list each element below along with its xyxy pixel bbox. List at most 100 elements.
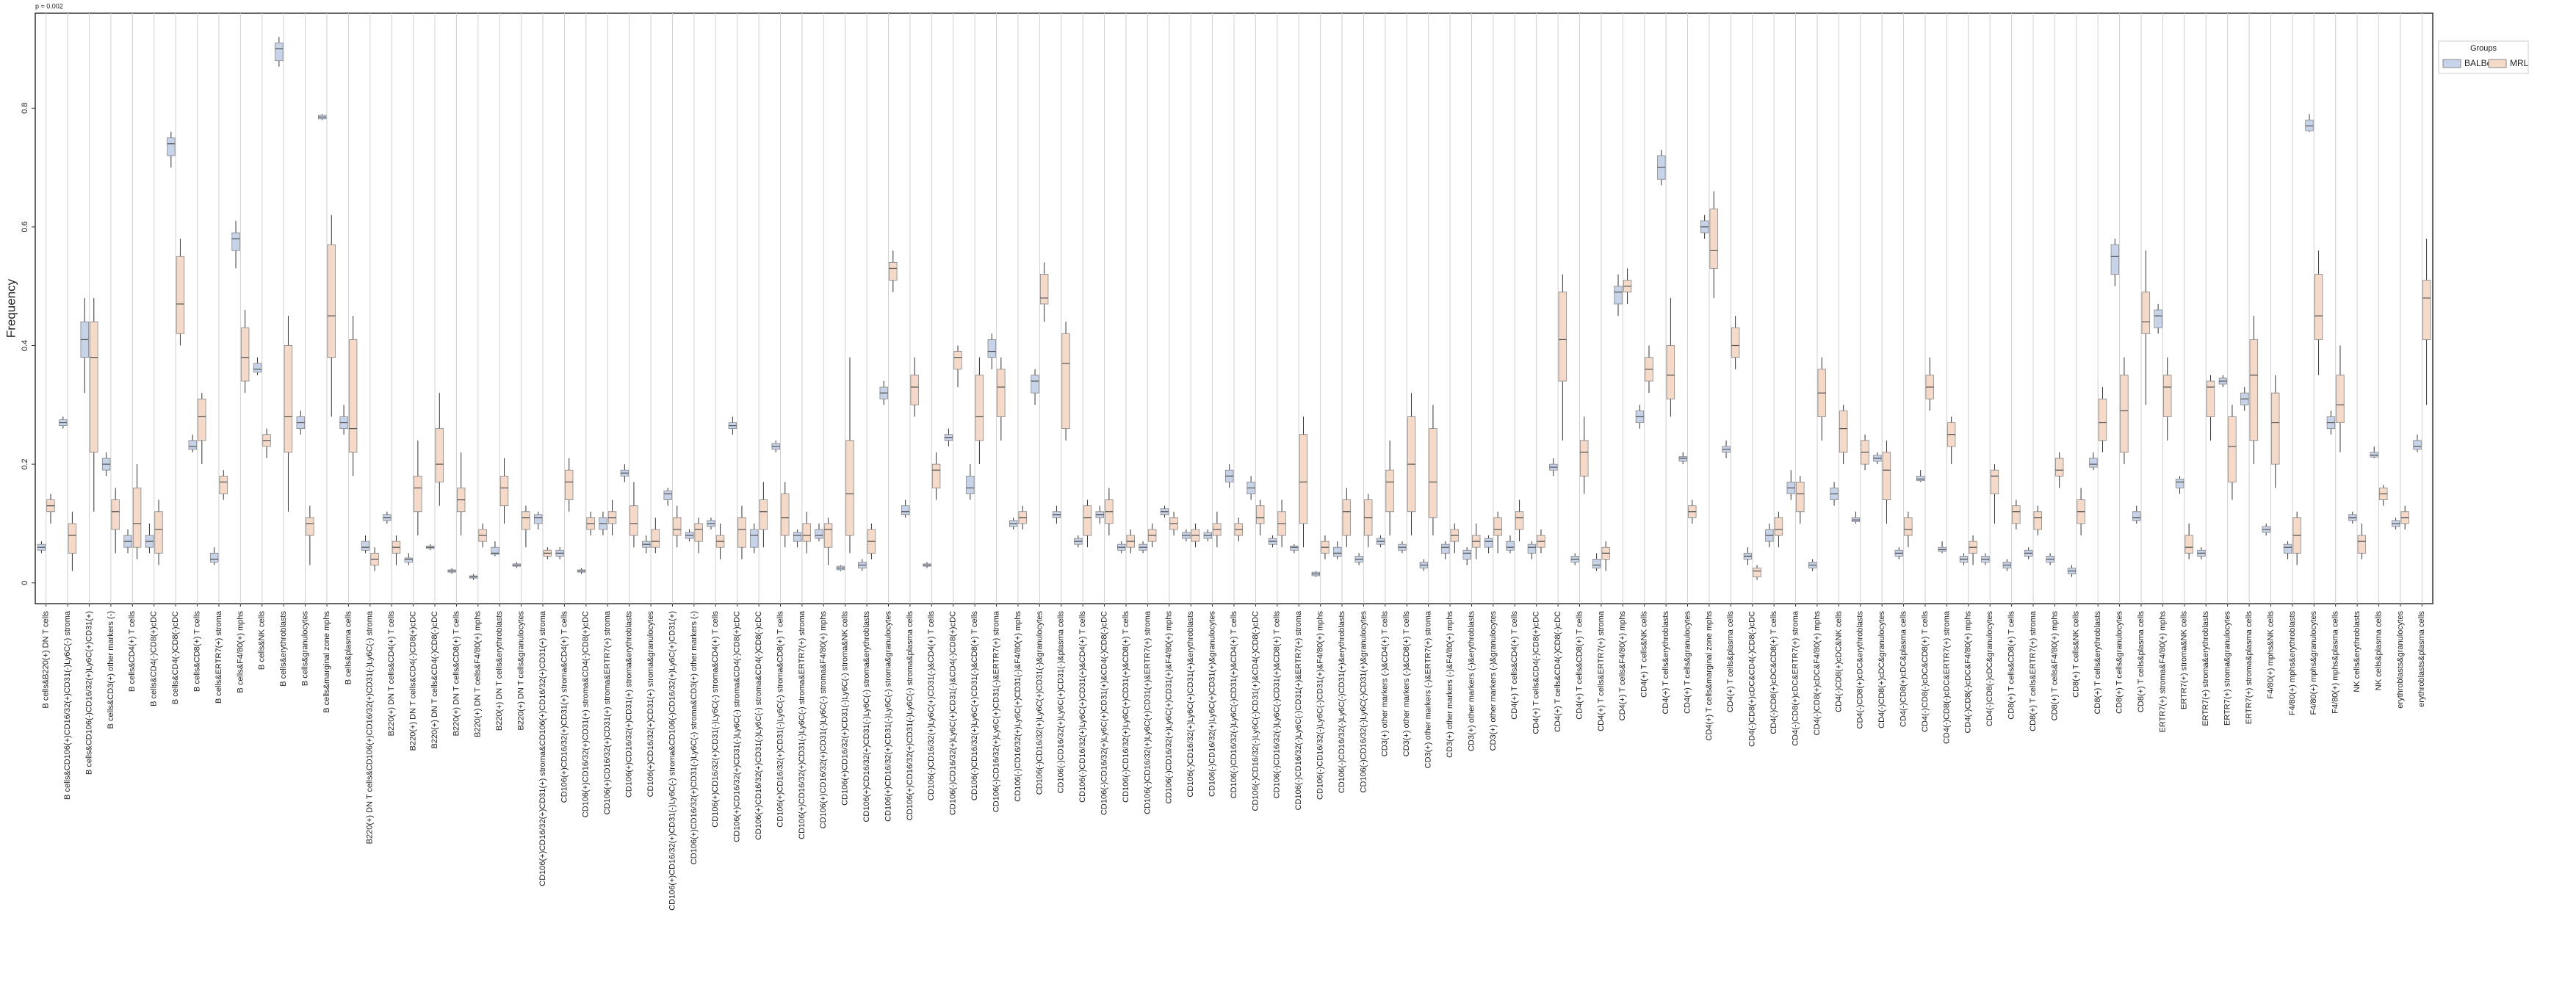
x-tick-label: CD8(+) T cells&plasma cells <box>2137 611 2146 713</box>
box <box>534 514 543 524</box>
legend-label: MRL <box>2510 58 2529 68</box>
box <box>2249 339 2259 441</box>
box <box>1441 543 1450 554</box>
box <box>1916 475 1925 482</box>
box <box>2033 511 2042 530</box>
x-tick-label: ERTR7(+) stroma&F4/80(+) mphs <box>2158 611 2167 733</box>
box <box>1061 333 1070 430</box>
x-tick-label: CD106(-)CD16/32(-)Ly6C(-)CD31(+)&F4/80(+… <box>1316 611 1325 800</box>
box <box>1333 546 1342 557</box>
x-tick-label: ERTR7(+) stroma&granulocytes <box>2223 611 2232 726</box>
box <box>132 488 142 548</box>
box <box>1462 549 1471 560</box>
x-tick-label: CD106(+)CD16/32(+)CD31(-)Ly6C(-) stroma&… <box>906 611 914 821</box>
box <box>1753 568 1761 578</box>
box <box>1031 375 1039 394</box>
box <box>1484 538 1493 548</box>
x-tick-label: CD106(-)CD16/32(+)Ly6C(+)CD31(+)&ERTR7(+… <box>1143 610 1152 814</box>
p-value-annotation: p = 0.002 <box>35 2 63 10</box>
x-tick-label: CD4(-)CD8(+)cDC&CD8(+) T cells <box>1769 611 1778 734</box>
x-tick-label: CD3(+) other markers (-)&CD4(+) T cells <box>1381 611 1390 757</box>
box <box>1592 558 1601 568</box>
box <box>651 529 660 548</box>
x-tick-label: B cells&CD8(+) T cells <box>192 611 201 692</box>
box <box>815 529 823 539</box>
x-tick-label: CD4(+) T cells&CD4(-)CD8(+)cDC <box>1532 611 1541 734</box>
x-tick-label: B cells&F4/80(+) mphs <box>236 611 245 693</box>
x-tick-label: CD4(-)CD8(+)cDC&ERTR7(+) stroma <box>1791 610 1800 746</box>
x-tick-label: CD106(-)CD16/32(+)Ly6C(+)CD31(-)&CD8(+) … <box>970 611 979 801</box>
x-tick-label: CD3(+) other markers (-)&F4/80(+) mphs <box>1446 611 1454 758</box>
x-tick-label: CD106(+)CD16/32(+)CD31(+) stroma&erythro… <box>625 611 634 798</box>
box <box>167 137 176 156</box>
box <box>253 363 262 373</box>
x-tick-label: CD106(+)CD16/32(+)CD31(-)Ly6C(-) stroma&… <box>798 610 807 839</box>
box <box>1039 274 1049 305</box>
box <box>188 440 197 450</box>
y-axis-title: Frequency <box>4 278 18 338</box>
x-tick-label: ERTR7(+) stroma&erythroblasts <box>2201 611 2210 726</box>
y-tick-label: 0.4 <box>21 340 29 351</box>
x-tick-label: CD4(+) T cells&CD4(+) T cells <box>1510 611 1519 720</box>
box <box>491 546 499 555</box>
box <box>997 369 1006 417</box>
box <box>1342 499 1352 536</box>
x-tick-label: CD3(+) other markers (-)&granulocytes <box>1489 611 1498 751</box>
x-tick-label: B220(+) DN T cells&F4/80(+) mphs <box>474 611 483 737</box>
x-tick-label: CD8(+) T cells&erythroblasts <box>2093 611 2102 715</box>
x-tick-label: CD106(-)CD16/32(+)Ly6C(+)CD31(+)&CD4(-)C… <box>1100 611 1108 815</box>
box <box>673 517 682 536</box>
box <box>2175 478 2184 488</box>
x-tick-label: B cells&plasma cells <box>344 611 353 685</box>
marks <box>37 37 2431 580</box>
x-tick-label: F4/80(+) mphs&erythroblasts <box>2288 611 2297 716</box>
x-tick-label: B cells&B220(+) DN T cells <box>42 611 51 709</box>
box <box>2132 511 2141 521</box>
x-tick-label: B cells&CD4(+) T cells <box>128 611 137 692</box>
x-tick-label: CD8(+) T cells&ERTR7(+) stroma <box>2029 610 2038 731</box>
legend-swatch <box>2442 59 2461 68</box>
x-tick-label: CD106(+)CD16/32(+)CD31(-)Ly6C(-) stroma&… <box>884 611 892 822</box>
x-tick-label: CD4(-)CD8(+)cDC&erythroblasts <box>1856 611 1865 729</box>
x-tick-label: B cells&NK cells <box>258 611 267 670</box>
y-tick-label: 0.2 <box>21 458 29 469</box>
box <box>845 440 854 536</box>
x-tick-label: CD106(-)CD16/32(+)Ly6C(+)CD31(-)&CD4(+) … <box>927 611 936 801</box>
box <box>1614 286 1623 305</box>
x-tick-label: CD106(-)CD16/32(+)Ly6C(+)CD31(-)&plasma … <box>1057 611 1066 794</box>
legend-swatch <box>2488 59 2507 68</box>
box <box>931 463 941 488</box>
box <box>2228 416 2237 482</box>
box <box>2314 274 2323 340</box>
x-tick-label: CD4(+) T cells&CD4(-)CD8(-)cDC <box>1554 611 1562 732</box>
x-tick-label: CD4(+) T cells&granulocytes <box>1683 611 1692 714</box>
x-tick-label: CD4(+) T cells&marginal zone mphs <box>1705 611 1714 741</box>
box <box>154 511 163 554</box>
x-tick-label: CD106(-)CD16/32(-)Ly6C(-)CD31(+)&erythro… <box>1338 611 1346 794</box>
x-tick-label: B cells&CD4(-)CD8(-)cDC <box>171 611 180 704</box>
box <box>1990 469 1999 494</box>
box <box>737 517 746 548</box>
x-tick-label: B cells&CD3(+) other markers (-) <box>107 611 115 728</box>
x-tick-label: CD4(-)CD8(-)cDC&F4/80(+) mphs <box>1964 611 1973 734</box>
box <box>966 475 975 494</box>
box <box>275 43 284 62</box>
box <box>176 256 185 334</box>
box <box>90 321 98 453</box>
box <box>823 523 833 548</box>
legend-label: BALBc <box>2464 58 2492 68</box>
x-tick-label: erythroblasts&granulocytes <box>2396 611 2405 709</box>
box <box>522 511 530 530</box>
box <box>306 517 314 536</box>
x-tick-label: CD106(+)CD16/32(+)CD31(-)Ly6C(-) stroma&… <box>711 611 720 828</box>
legend-frame <box>2438 40 2529 74</box>
x-tick-label: CD4(-)CD8(+)cDC&F4/80(+) mphs <box>1813 611 1822 736</box>
x-tick-label: CD8(+) T cells&CD8(+) T cells <box>2007 611 2016 720</box>
box <box>435 428 444 482</box>
x-tick-label: CD3(+) other markers (-)&ERTR7(+) stroma <box>1424 610 1433 768</box>
box <box>2110 244 2120 275</box>
box <box>1299 434 1308 524</box>
box <box>2305 120 2314 131</box>
x-tick-label: CD106(+)CD16/32(+)CD31(+) stroma&CD4(-)C… <box>582 611 591 817</box>
